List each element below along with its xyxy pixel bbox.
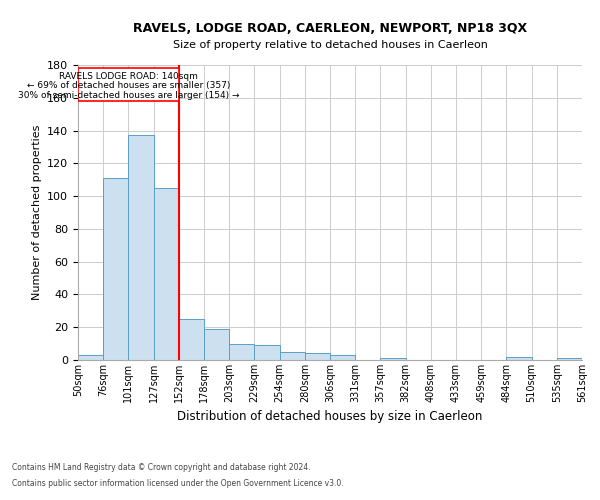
Text: Contains HM Land Registry data © Crown copyright and database right 2024.: Contains HM Land Registry data © Crown c… xyxy=(12,464,311,472)
Text: Contains public sector information licensed under the Open Government Licence v3: Contains public sector information licen… xyxy=(12,478,344,488)
Bar xyxy=(154,188,179,360)
FancyBboxPatch shape xyxy=(78,68,179,101)
Bar xyxy=(280,352,305,360)
Bar xyxy=(128,136,154,360)
Bar xyxy=(254,345,280,360)
Bar xyxy=(229,344,254,360)
Text: ← 69% of detached houses are smaller (357): ← 69% of detached houses are smaller (35… xyxy=(27,82,230,90)
Bar xyxy=(103,178,128,360)
Bar xyxy=(78,355,103,360)
Bar xyxy=(204,329,229,360)
Bar xyxy=(506,356,532,360)
Bar xyxy=(557,358,582,360)
Bar xyxy=(330,355,355,360)
Y-axis label: Number of detached properties: Number of detached properties xyxy=(32,125,41,300)
Bar xyxy=(305,354,330,360)
Bar xyxy=(179,319,204,360)
Text: RAVELS LODGE ROAD: 140sqm: RAVELS LODGE ROAD: 140sqm xyxy=(59,72,198,80)
X-axis label: Distribution of detached houses by size in Caerleon: Distribution of detached houses by size … xyxy=(178,410,482,424)
Text: RAVELS, LODGE ROAD, CAERLEON, NEWPORT, NP18 3QX: RAVELS, LODGE ROAD, CAERLEON, NEWPORT, N… xyxy=(133,22,527,36)
Text: Size of property relative to detached houses in Caerleon: Size of property relative to detached ho… xyxy=(173,40,487,50)
Bar xyxy=(380,358,406,360)
Text: 30% of semi-detached houses are larger (154) →: 30% of semi-detached houses are larger (… xyxy=(17,90,239,100)
